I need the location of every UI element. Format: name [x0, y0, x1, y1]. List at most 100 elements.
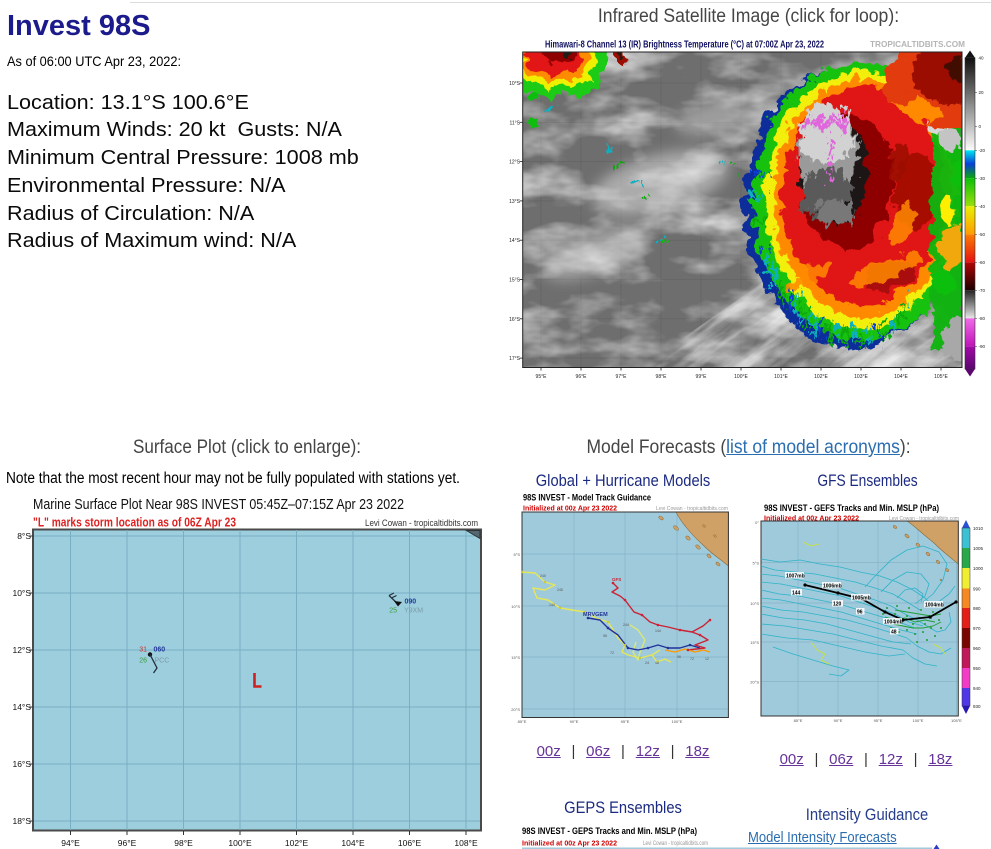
svg-text:10°S: 10°S — [750, 601, 759, 606]
svg-text:72: 72 — [690, 657, 694, 661]
svg-text:94°E: 94°E — [61, 838, 80, 848]
svg-text:990: 990 — [973, 587, 981, 592]
svg-text:105°E: 105°E — [934, 374, 948, 380]
svg-text:25: 25 — [389, 608, 397, 615]
svg-text:090: 090 — [405, 599, 417, 606]
svg-text:48: 48 — [655, 661, 659, 665]
svg-text:95°E: 95°E — [536, 374, 548, 380]
svg-text:0: 0 — [979, 124, 982, 129]
svg-text:060: 060 — [154, 647, 166, 654]
svg-text:1005mb: 1005mb — [852, 596, 871, 602]
svg-text:20: 20 — [979, 90, 985, 95]
svg-text:85°E: 85°E — [518, 719, 527, 724]
svg-text:15°S: 15°S — [750, 640, 759, 645]
svg-text:980: 980 — [973, 606, 981, 611]
svg-text:10°S: 10°S — [511, 604, 520, 609]
svg-text:15°S: 15°S — [511, 655, 520, 660]
svg-text:17°S: 17°S — [509, 356, 521, 362]
svg-text:100°E: 100°E — [672, 719, 683, 724]
svg-text:Initialized at 00z Apr 23 2022: Initialized at 00z Apr 23 2022 — [523, 506, 617, 513]
svg-text:930: 930 — [973, 704, 981, 709]
svg-text:-50: -50 — [979, 232, 986, 237]
svg-text:1010: 1010 — [973, 526, 984, 531]
svg-text:10°S: 10°S — [509, 81, 521, 87]
svg-text:26: 26 — [139, 658, 147, 665]
svg-text:85°E: 85°E — [794, 718, 803, 723]
svg-text:100°E: 100°E — [228, 838, 252, 848]
svg-text:16°S: 16°S — [12, 759, 31, 769]
svg-text:970: 970 — [973, 626, 981, 631]
svg-text:20°S: 20°S — [750, 680, 759, 685]
svg-text:1004mb: 1004mb — [884, 620, 903, 626]
svg-text:96°E: 96°E — [576, 374, 588, 380]
svg-text:103°E: 103°E — [854, 374, 868, 380]
svg-text:90°E: 90°E — [570, 719, 579, 724]
svg-text:MRVGEM: MRVGEM — [583, 612, 608, 618]
svg-text:1006mb: 1006mb — [823, 584, 842, 590]
svg-text:-80: -80 — [979, 316, 986, 321]
svg-text:97°E: 97°E — [616, 374, 628, 380]
svg-text:240: 240 — [540, 574, 546, 578]
svg-text:Levi Cowan - tropicaltidbits.c: Levi Cowan - tropicaltidbits.com — [656, 506, 728, 512]
svg-text:98S INVEST - GEPS Tracks and M: 98S INVEST - GEPS Tracks and Min. MSLP (… — [522, 826, 697, 836]
svg-text:24: 24 — [645, 661, 649, 665]
svg-text:144: 144 — [655, 629, 661, 633]
svg-text:102°E: 102°E — [814, 374, 828, 380]
svg-text:244: 244 — [623, 623, 629, 627]
svg-text:100°E: 100°E — [734, 374, 748, 380]
svg-text:940: 940 — [973, 686, 981, 691]
svg-text:Levi Cowan - tropicaltidbits.c: Levi Cowan - tropicaltidbits.com — [889, 516, 959, 522]
svg-text:1005: 1005 — [973, 546, 984, 551]
svg-text:12°S: 12°S — [509, 160, 521, 166]
svg-text:95°E: 95°E — [874, 718, 883, 723]
svg-text:120: 120 — [833, 602, 842, 608]
svg-text:105°E: 105°E — [951, 718, 962, 723]
svg-text:245: 245 — [557, 588, 563, 592]
svg-text:Y9XM: Y9XM — [404, 608, 423, 615]
svg-text:8°S: 8°S — [17, 531, 31, 541]
svg-text:13°S: 13°S — [509, 199, 521, 205]
svg-text:100°E: 100°E — [913, 718, 924, 723]
svg-text:TROPICALTIDBITS.COM: TROPICALTIDBITS.COM — [870, 39, 965, 49]
svg-text:-30: -30 — [979, 176, 986, 181]
svg-text:0°: 0° — [755, 520, 759, 525]
svg-text:40: 40 — [979, 55, 985, 60]
svg-text:98S INVEST - Model Track Guida: 98S INVEST - Model Track Guidance — [523, 493, 651, 503]
svg-text:18°S: 18°S — [12, 816, 31, 826]
svg-text:144: 144 — [549, 603, 555, 607]
svg-text:1007mb: 1007mb — [786, 574, 805, 580]
svg-text:96°E: 96°E — [118, 838, 137, 848]
svg-text:14°S: 14°S — [12, 702, 31, 712]
svg-text:104°E: 104°E — [341, 838, 365, 848]
svg-text:GFS: GFS — [612, 577, 621, 582]
svg-text:31: 31 — [139, 647, 147, 654]
svg-text:-60: -60 — [979, 260, 986, 265]
svg-text:104°E: 104°E — [894, 374, 908, 380]
svg-text:90°E: 90°E — [834, 718, 843, 723]
svg-text:98°E: 98°E — [656, 374, 668, 380]
svg-text:PCC: PCC — [155, 658, 170, 665]
svg-text:-70: -70 — [979, 288, 986, 293]
svg-text:Levi Cowan - tropicaltidbits.c: Levi Cowan - tropicaltidbits.com — [643, 841, 708, 847]
svg-text:106°E: 106°E — [398, 838, 422, 848]
svg-text:Initialized at 00z Apr 23 2022: Initialized at 00z Apr 23 2022 — [764, 516, 859, 523]
svg-text:5°S: 5°S — [514, 552, 521, 557]
svg-text:14°S: 14°S — [509, 238, 521, 244]
svg-text:Levi Cowan - tropicaltidbits.c: Levi Cowan - tropicaltidbits.com — [365, 518, 478, 529]
svg-text:Himawari-8 Channel 13 (IR) Bri: Himawari-8 Channel 13 (IR) Brightness Te… — [545, 40, 824, 51]
svg-text:Initialized at 00z Apr 23 2022: Initialized at 00z Apr 23 2022 — [522, 839, 617, 848]
svg-text:108°E: 108°E — [454, 838, 478, 848]
svg-text:98°E: 98°E — [174, 838, 193, 848]
svg-text:5°S: 5°S — [753, 561, 760, 566]
svg-text:96: 96 — [857, 610, 863, 616]
svg-text:96: 96 — [677, 655, 681, 659]
svg-text:-20: -20 — [979, 148, 986, 153]
svg-text:10°S: 10°S — [12, 588, 31, 598]
svg-text:-90: -90 — [979, 344, 986, 349]
svg-text:101°E: 101°E — [774, 374, 788, 380]
svg-text:960: 960 — [973, 646, 981, 651]
svg-text:1000: 1000 — [973, 566, 984, 571]
svg-text:95°E: 95°E — [621, 719, 630, 724]
svg-text:144: 144 — [792, 591, 801, 597]
svg-text:96: 96 — [603, 634, 607, 638]
